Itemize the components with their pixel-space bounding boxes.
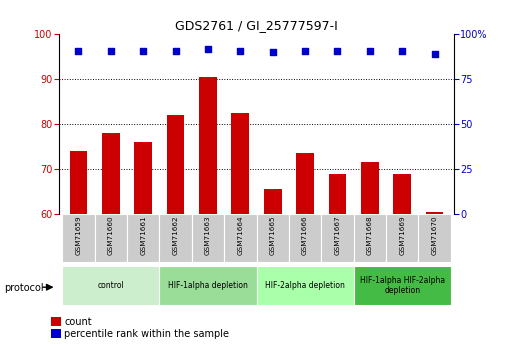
Bar xyxy=(134,142,152,214)
Point xyxy=(74,48,83,53)
Point xyxy=(107,48,115,53)
Bar xyxy=(62,266,160,305)
Bar xyxy=(62,214,94,262)
Bar xyxy=(160,266,256,305)
Text: percentile rank within the sample: percentile rank within the sample xyxy=(64,329,229,339)
Text: GSM71667: GSM71667 xyxy=(334,215,341,255)
Bar xyxy=(328,174,346,214)
Bar xyxy=(256,266,353,305)
Bar xyxy=(426,211,443,214)
Bar xyxy=(353,266,451,305)
Text: GSM71661: GSM71661 xyxy=(140,215,146,255)
Point xyxy=(139,48,147,53)
Text: GSM71668: GSM71668 xyxy=(367,215,373,255)
Bar xyxy=(419,214,451,262)
Bar xyxy=(393,174,411,214)
Text: HIF-1alpha depletion: HIF-1alpha depletion xyxy=(168,281,248,290)
Text: GSM71670: GSM71670 xyxy=(431,215,438,255)
Bar xyxy=(70,151,87,214)
Bar xyxy=(353,214,386,262)
Text: GSM71660: GSM71660 xyxy=(108,215,114,255)
Point xyxy=(171,48,180,53)
Point xyxy=(269,50,277,55)
Text: protocol: protocol xyxy=(4,283,44,293)
Bar xyxy=(167,115,185,214)
Text: GSM71669: GSM71669 xyxy=(399,215,405,255)
Bar xyxy=(386,214,419,262)
Bar xyxy=(192,214,224,262)
Text: GSM71666: GSM71666 xyxy=(302,215,308,255)
Text: count: count xyxy=(64,317,92,327)
Point xyxy=(366,48,374,53)
Bar xyxy=(321,214,353,262)
Text: control: control xyxy=(97,281,124,290)
Bar xyxy=(361,162,379,214)
Text: GSM71664: GSM71664 xyxy=(238,215,243,255)
Bar xyxy=(289,214,321,262)
Bar xyxy=(160,214,192,262)
Text: GSM71662: GSM71662 xyxy=(172,215,179,255)
Bar xyxy=(264,189,282,214)
Bar xyxy=(94,214,127,262)
Text: HIF-2alpha depletion: HIF-2alpha depletion xyxy=(265,281,345,290)
Point xyxy=(204,46,212,52)
Bar xyxy=(224,214,256,262)
Point xyxy=(301,48,309,53)
Bar xyxy=(199,77,217,214)
Bar xyxy=(296,153,314,214)
Bar xyxy=(231,113,249,214)
Point xyxy=(398,48,406,53)
Text: GSM71663: GSM71663 xyxy=(205,215,211,255)
Point xyxy=(333,48,342,53)
Bar xyxy=(127,214,160,262)
Text: GSM71659: GSM71659 xyxy=(75,215,82,255)
Text: GSM71665: GSM71665 xyxy=(270,215,275,255)
Bar xyxy=(102,133,120,214)
Text: GDS2761 / GI_25777597-I: GDS2761 / GI_25777597-I xyxy=(175,19,338,32)
Point xyxy=(430,51,439,57)
Text: HIF-1alpha HIF-2alpha
depletion: HIF-1alpha HIF-2alpha depletion xyxy=(360,276,445,295)
Point xyxy=(236,48,244,53)
Bar xyxy=(256,214,289,262)
